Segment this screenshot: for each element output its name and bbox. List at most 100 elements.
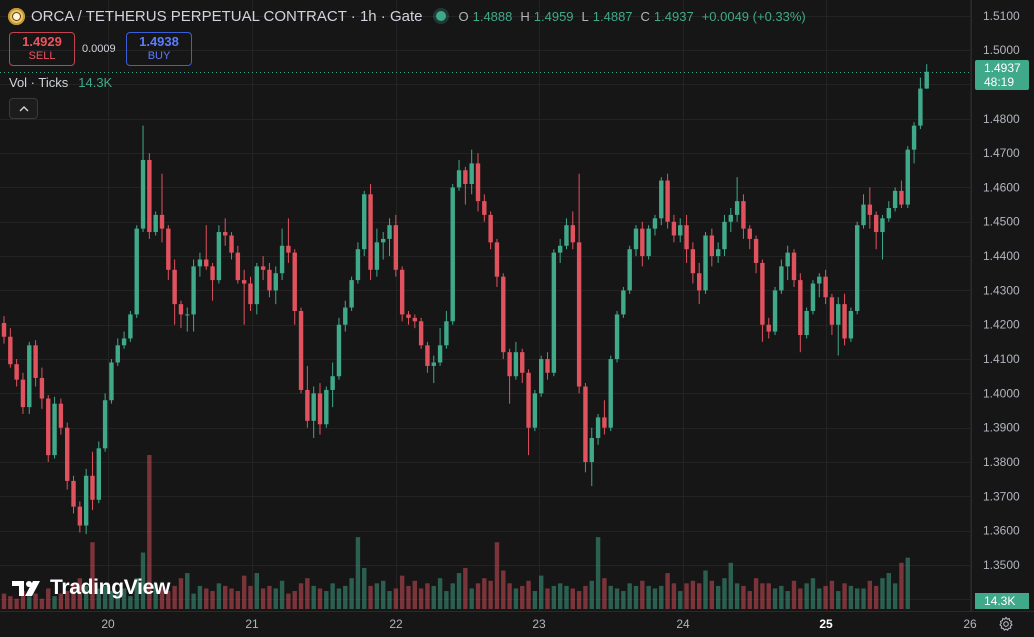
candle: [8, 328, 13, 368]
volume-bar: [20, 591, 26, 609]
volume-legend[interactable]: Vol · Ticks 14.3K: [9, 75, 112, 90]
volume-bar: [741, 585, 746, 609]
candle: [652, 214, 658, 236]
candle: [248, 276, 253, 311]
sell-price: 1.4929: [22, 34, 62, 49]
candle-body: [924, 71, 929, 89]
volume-bar: [886, 573, 891, 609]
candle-body: [39, 377, 45, 399]
candle: [418, 317, 424, 349]
volume-bar: [140, 552, 146, 609]
volume-bar: [65, 591, 70, 609]
volume-bar: [469, 588, 474, 609]
candle-body: [848, 310, 854, 339]
candle-body: [166, 228, 171, 270]
candle-body: [728, 214, 733, 222]
candle: [39, 367, 45, 409]
candle: [627, 245, 632, 294]
candle: [640, 221, 645, 267]
candle-body: [621, 290, 626, 315]
candle: [772, 286, 778, 336]
price-axis-label: 1.3900: [983, 421, 1020, 435]
ohlc-open-key: O: [458, 8, 469, 24]
volume-bar: [678, 591, 683, 609]
candle: [880, 214, 885, 260]
candle: [918, 77, 923, 130]
candle: [431, 355, 436, 384]
candle: [829, 293, 835, 336]
candle-body: [311, 393, 316, 421]
volume-bar: [279, 580, 285, 609]
candle: [690, 242, 696, 284]
candle: [14, 359, 19, 387]
price-axis-label: 1.3700: [983, 489, 1020, 503]
candle: [823, 269, 828, 305]
candle-body: [185, 314, 190, 316]
candle-body: [33, 345, 38, 378]
candle-body: [241, 280, 247, 284]
volume-bar: [134, 578, 139, 609]
candle: [576, 173, 582, 394]
candle-body: [918, 88, 923, 126]
last-price-tag: 1.4937 48:19: [975, 60, 1029, 90]
sell-button[interactable]: 1.4929 SELL: [9, 32, 75, 66]
volume-bar: [671, 583, 677, 609]
candle: [507, 348, 512, 404]
volume-bar: [766, 583, 771, 609]
candle: [109, 359, 114, 404]
candle-body: [140, 159, 146, 229]
candle: [33, 340, 38, 387]
volume-bar: [399, 575, 405, 609]
symbol-title[interactable]: ORCA / TETHERUS PERPETUAL CONTRACT · 1h …: [31, 7, 423, 25]
volume-bar: [311, 585, 316, 609]
candle-body: [709, 235, 715, 257]
volume-bar: [709, 580, 715, 609]
collapse-legend-button[interactable]: [9, 98, 38, 119]
candle: [810, 280, 816, 315]
candle-body: [671, 221, 677, 236]
candle-body: [418, 321, 424, 346]
candle-body: [172, 269, 177, 305]
candle: [393, 214, 399, 277]
candle: [488, 211, 493, 250]
chart-settings-button[interactable]: [996, 614, 1016, 634]
candle-body: [659, 180, 664, 219]
volume-bar: [305, 578, 310, 609]
candle: [520, 348, 525, 384]
candle-body: [260, 266, 266, 270]
candle-body: [539, 359, 544, 394]
candle: [241, 269, 247, 325]
candle: [873, 211, 879, 250]
price-axis-label: 1.4800: [983, 112, 1020, 126]
candle-body: [507, 352, 512, 377]
volume-bar: [513, 588, 519, 609]
candle: [785, 245, 790, 281]
candle: [77, 501, 83, 533]
candle-body: [362, 194, 367, 250]
candle: [475, 153, 481, 212]
candle-body: [880, 218, 885, 233]
candle-body: [488, 214, 493, 243]
volume-bar: [791, 580, 797, 609]
candle-body: [393, 225, 399, 270]
volume-bar: [210, 591, 215, 609]
candle-body: [381, 238, 386, 243]
candle: [494, 238, 500, 287]
candle-body: [526, 372, 531, 428]
volume-bar: [659, 585, 664, 609]
volume-bar: [229, 588, 234, 609]
tradingview-logo[interactable]: TradingView: [12, 576, 170, 600]
volume-bar: [842, 583, 847, 609]
volume-bar: [475, 583, 481, 609]
candle-body: [684, 225, 689, 250]
candle-body: [855, 225, 860, 311]
volume-bar: [734, 583, 740, 609]
buy-button[interactable]: 1.4938 BUY: [126, 32, 192, 66]
candle: [595, 413, 601, 445]
candle-body: [779, 266, 784, 291]
candle: [463, 166, 468, 205]
candle-body: [551, 252, 557, 373]
candle-body: [475, 163, 481, 202]
